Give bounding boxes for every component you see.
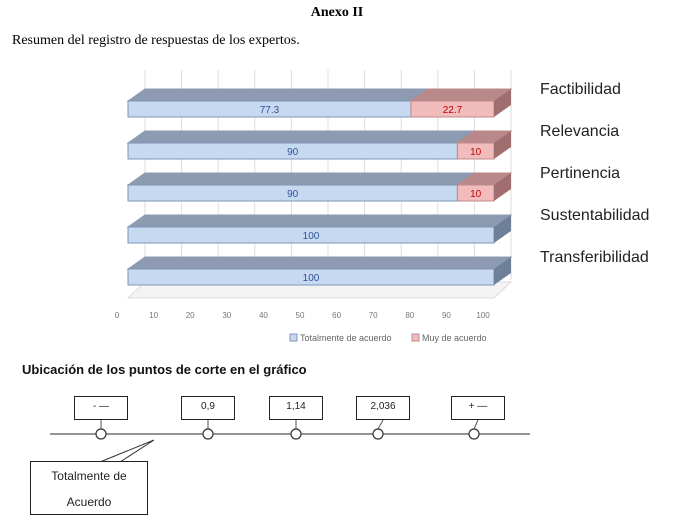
- cut-point-box-1-14: 1,14: [269, 396, 323, 420]
- bar-side-pertinencia: [494, 173, 511, 201]
- data-label-pertinencia-1: 10: [470, 189, 482, 200]
- bar-side-factibilidad: [494, 89, 511, 117]
- x-tick-label-90: 90: [442, 311, 451, 320]
- bar-top-factibilidad-0: [126, 88, 430, 102]
- chart-floor: [126, 281, 513, 299]
- criterion-label-relevancia: Relevancia: [540, 123, 620, 140]
- criterion-label-factibilidad: Factibilidad: [540, 81, 621, 98]
- cut-point-marker-3: [372, 428, 384, 440]
- cut-point-box-minus: - —: [74, 396, 128, 420]
- x-tick-label-10: 10: [149, 311, 158, 320]
- callout-totalmente-de-acuerdo: Totalmente de Acuerdo: [30, 461, 148, 515]
- bar-top-sustentabilidad-0: [126, 214, 513, 228]
- cut-connector-4: [473, 419, 479, 430]
- cut-connector-3: [377, 419, 384, 430]
- bar-side-sustentabilidad: [494, 215, 511, 243]
- cut-point-marker-2: [290, 428, 302, 440]
- cut-point-box-plus: + —: [451, 396, 505, 420]
- x-tick-label-70: 70: [369, 311, 378, 320]
- bar-side-relevancia: [494, 131, 511, 159]
- callout-pointer: [99, 439, 155, 463]
- data-label-factibilidad-0: 77.3: [260, 105, 280, 116]
- legend-label-1: Muy de acuerdo: [422, 333, 487, 343]
- cut-point-box-0-9: 0,9: [181, 396, 235, 420]
- cut-point-marker-4: [468, 428, 480, 440]
- cut-points-section-title: Ubicación de los puntos de corte en el g…: [22, 362, 307, 377]
- bar-top-transferibilidad-0: [126, 256, 513, 270]
- legend-swatch-1: [411, 333, 420, 342]
- data-label-relevancia-0: 90: [287, 147, 299, 158]
- callout-line-1: Totalmente de: [51, 469, 127, 483]
- x-tick-label-80: 80: [405, 311, 414, 320]
- legend-swatch-0: [289, 333, 298, 342]
- criterion-label-pertinencia: Pertinencia: [540, 165, 621, 182]
- data-label-transferibilidad-0: 100: [303, 273, 320, 284]
- x-tick-label-50: 50: [296, 311, 305, 320]
- legend-label-0: Totalmente de acuerdo: [300, 333, 392, 343]
- callout-line-2: Acuerdo: [66, 495, 112, 509]
- data-label-sustentabilidad-0: 100: [303, 231, 320, 242]
- cut-point-box-2-036: 2,036: [356, 396, 410, 420]
- x-tick-label-20: 20: [186, 311, 195, 320]
- cut-point-marker-1: [202, 428, 214, 440]
- bar-top-factibilidad-1: [409, 88, 513, 102]
- criterion-label-transferibilidad: Transferibilidad: [540, 249, 649, 266]
- x-tick-label-30: 30: [222, 311, 231, 320]
- data-label-factibilidad-1: 22.7: [443, 105, 463, 116]
- document-subtitle: Resumen del registro de respuestas de lo…: [12, 33, 300, 48]
- x-tick-label-40: 40: [259, 311, 268, 320]
- criterion-label-sustentabilidad: Sustentabilidad: [540, 207, 650, 224]
- bar-side-transferibilidad: [494, 257, 511, 285]
- annex-title: Anexo II: [310, 5, 364, 20]
- bar-top-relevancia-0: [126, 130, 476, 144]
- x-tick-label-0: 0: [115, 311, 120, 320]
- x-tick-label-60: 60: [332, 311, 341, 320]
- x-tick-label-100: 100: [476, 311, 490, 320]
- data-label-pertinencia-0: 90: [287, 189, 299, 200]
- data-label-relevancia-1: 10: [470, 147, 482, 158]
- cut-point-marker-0: [95, 428, 107, 440]
- bar-top-pertinencia-0: [126, 172, 476, 186]
